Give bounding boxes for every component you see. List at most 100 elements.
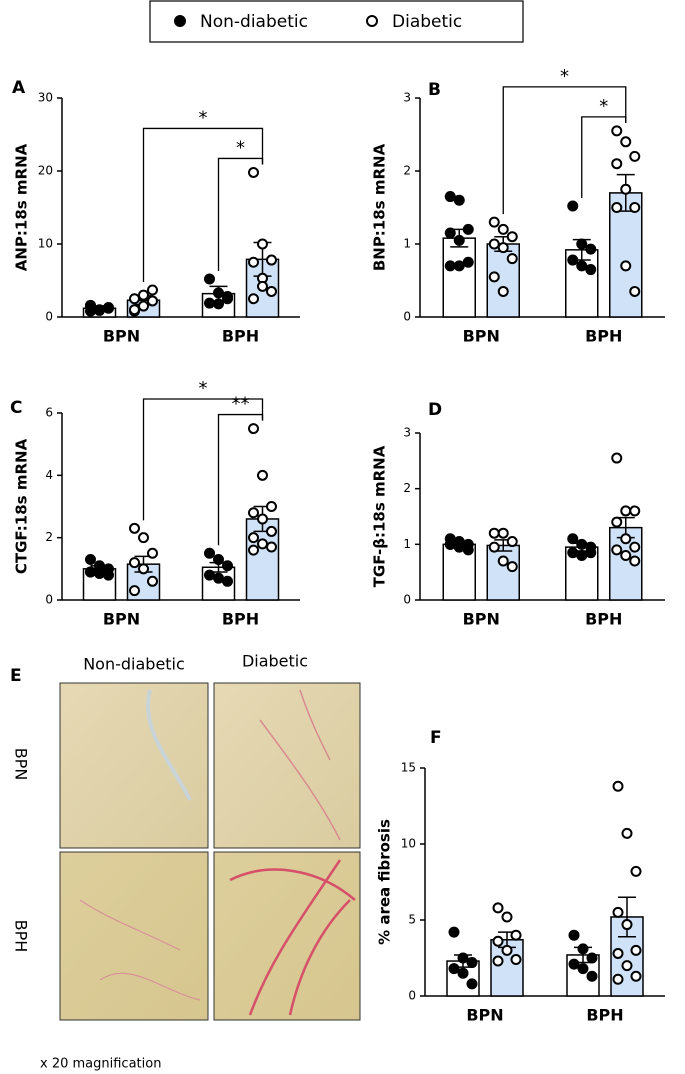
data-point [453, 194, 465, 206]
data-point [248, 293, 259, 305]
data-point [611, 202, 623, 213]
data-point [448, 926, 460, 938]
data-point [576, 260, 588, 272]
x-tick-label: BPN [103, 610, 140, 629]
data-point [492, 935, 504, 947]
data-point [444, 538, 456, 550]
y-tick-label: 6 [45, 406, 53, 420]
data-point [257, 280, 268, 292]
y-tick-label: 4 [45, 468, 53, 482]
data-point [103, 302, 114, 314]
x-tick-label: BPN [463, 327, 500, 346]
data-point [497, 555, 509, 567]
y-axis-label: BNP:18s mRNA [371, 143, 389, 271]
data-point [621, 960, 633, 972]
data-point [629, 555, 641, 567]
data-point [630, 944, 642, 956]
data-point [129, 293, 140, 305]
y-tick-label: 2 [403, 481, 411, 495]
error-bar [618, 896, 636, 938]
row-label: BPH [12, 920, 31, 953]
data-point [611, 516, 623, 528]
data-point [248, 166, 259, 178]
data-point [611, 125, 623, 137]
data-point [612, 947, 624, 959]
y-tick-label: 0 [45, 593, 53, 607]
data-point [248, 423, 259, 435]
data-point [138, 532, 149, 544]
legend-box [149, 0, 524, 43]
data-point [497, 527, 509, 539]
data-point [138, 563, 149, 575]
x-tick-label: BPH [222, 610, 259, 629]
data-point [85, 566, 96, 578]
data-point [567, 533, 579, 545]
data-point [630, 865, 642, 877]
data-point [612, 973, 624, 985]
data-point [248, 544, 259, 556]
data-point [620, 260, 632, 272]
data-point [506, 231, 518, 243]
significance-label: ** [232, 394, 250, 415]
data-point [204, 547, 215, 559]
data-point [248, 532, 259, 544]
x-tick-label: BPH [222, 327, 259, 346]
data-point [457, 967, 469, 979]
data-point [585, 243, 597, 255]
data-point [620, 549, 632, 561]
x-tick-label: BPN [103, 327, 140, 346]
y-tick-label: 5 [408, 913, 416, 927]
data-point [147, 575, 158, 587]
data-point [138, 289, 149, 301]
x-tick-label: BPH [585, 610, 622, 629]
image-bph-nd [59, 851, 209, 1021]
data-point [488, 271, 500, 283]
data-point [576, 538, 588, 550]
y-tick-label: 10 [38, 237, 53, 251]
data-point [129, 304, 140, 316]
data-point [488, 541, 500, 553]
data-point [453, 234, 465, 246]
data-point [488, 527, 500, 539]
data-point [621, 827, 633, 839]
data-point [103, 569, 114, 581]
data-point [453, 260, 465, 272]
data-point [129, 585, 140, 597]
data-point [620, 505, 632, 517]
data-point [497, 242, 509, 254]
data-point [629, 150, 641, 162]
image-bpn-nd [59, 682, 209, 849]
data-point [629, 202, 641, 213]
data-point [462, 256, 474, 268]
data-point [248, 507, 259, 519]
data-point [506, 561, 518, 573]
data-point [567, 547, 579, 559]
data-point [85, 553, 96, 565]
data-point [444, 191, 456, 203]
data-point [448, 963, 460, 975]
data-point [501, 911, 513, 923]
data-point [620, 136, 632, 148]
column-label: Non-diabetic [83, 655, 185, 674]
data-point [444, 227, 456, 239]
data-point [213, 572, 224, 584]
panel-label: B [428, 80, 441, 100]
y-axis-label: % area fibrosis [376, 819, 394, 945]
data-point [257, 469, 268, 481]
data-point [621, 919, 633, 931]
data-point [611, 452, 623, 464]
image-detail [146, 689, 192, 801]
data-point [147, 284, 158, 296]
data-point [129, 522, 140, 534]
data-point [266, 541, 277, 553]
data-point [611, 158, 623, 170]
image-bpn-d [213, 682, 361, 849]
panel-label: C [10, 398, 22, 418]
y-axis-label: ANP:18s mRNA [13, 143, 31, 271]
data-point [94, 304, 105, 316]
panel-label: E [10, 666, 22, 686]
data-point [129, 557, 140, 569]
y-tick-label: 10 [401, 837, 416, 851]
y-tick-label: 20 [38, 164, 53, 178]
x-tick-label: BPN [463, 610, 500, 629]
